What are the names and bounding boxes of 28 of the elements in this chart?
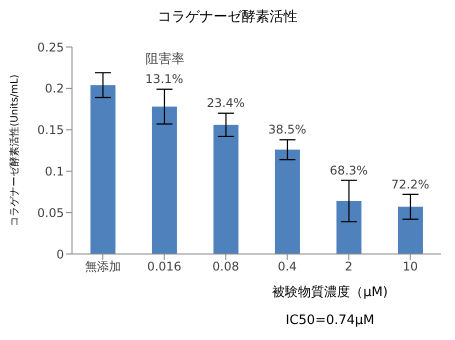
bar <box>152 106 177 254</box>
bar <box>213 124 238 254</box>
bar <box>398 206 423 254</box>
annotation: 阻害率 <box>144 51 186 68</box>
x-tick-label: 0.016 <box>147 260 182 274</box>
x-axis-title: 被験物質濃度（μM) <box>271 284 389 301</box>
annotation: 13.1% <box>145 72 184 86</box>
y-tick-label: 0.1 <box>44 164 64 178</box>
x-tick-label: 10 <box>402 260 418 274</box>
x-tick-label: 2 <box>344 260 353 274</box>
y-axis-title: コラゲナーゼ酵素活性(Units/mL) <box>8 74 21 227</box>
y-tick-label: 0.05 <box>37 206 64 220</box>
y-tick-label: 0.2 <box>44 82 64 96</box>
annotation: 72.2% <box>391 177 430 192</box>
text: IC50=0.74μM <box>284 313 376 328</box>
bar <box>336 201 362 254</box>
bar <box>90 85 116 254</box>
y-tick-label: 0.25 <box>37 40 64 54</box>
y-tick-label: 0 <box>56 247 64 262</box>
annotation: 38.5% <box>268 122 306 137</box>
x-tick-label: 0.08 <box>212 260 240 274</box>
bar <box>274 150 300 254</box>
x-tick-label: 0.4 <box>278 260 297 274</box>
annotation: 23.4% <box>206 96 245 110</box>
x-tick-label: 無添加 <box>84 260 121 274</box>
annotation: 68.3% <box>330 163 368 178</box>
y-tick-label: 0.15 <box>37 123 64 138</box>
chart-title: コラゲナーゼ酵素活性 <box>156 8 298 26</box>
